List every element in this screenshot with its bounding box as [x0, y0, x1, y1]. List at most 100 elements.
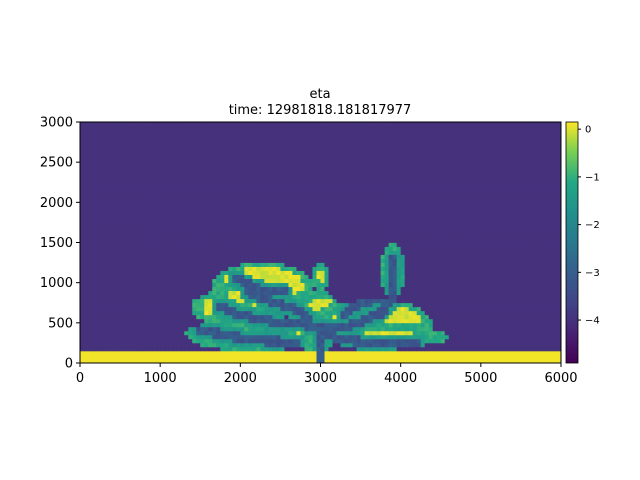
heatmap-cell — [412, 290, 418, 296]
heatmap-cell — [88, 294, 93, 300]
heatmap-cell — [484, 198, 490, 203]
heatmap-cell — [432, 318, 438, 324]
heatmap-cell — [140, 298, 145, 304]
heatmap-cell — [108, 242, 113, 247]
heatmap-cell — [120, 322, 125, 328]
heatmap-cell — [512, 278, 518, 284]
heatmap-cell — [196, 270, 201, 275]
heatmap-cell — [420, 294, 426, 300]
heatmap-cell — [512, 358, 518, 364]
heatmap-cell — [148, 318, 153, 324]
heatmap-cell — [204, 250, 209, 255]
heatmap-cell — [444, 302, 450, 308]
heatmap-cell — [428, 246, 434, 251]
heatmap-cell — [352, 198, 357, 203]
heatmap-cell — [400, 262, 406, 267]
heatmap-cell — [304, 242, 309, 247]
heatmap-cell — [248, 222, 253, 227]
heatmap-cell — [420, 262, 426, 267]
heatmap-cell — [476, 322, 482, 328]
heatmap-cell — [468, 254, 474, 259]
heatmap-cell — [252, 274, 257, 279]
heatmap-cell — [448, 242, 454, 247]
heatmap-cell — [144, 346, 149, 352]
heatmap-cell — [136, 286, 141, 292]
heatmap-cell — [456, 286, 462, 292]
heatmap-cell — [460, 262, 466, 267]
heatmap-cell — [468, 342, 474, 348]
heatmap-cell — [264, 270, 269, 275]
heatmap-cell — [280, 262, 285, 267]
heatmap-cell — [112, 298, 117, 304]
heatmap-cell — [336, 230, 341, 235]
heatmap-cell — [268, 310, 273, 316]
heatmap-cell — [248, 242, 253, 247]
heatmap-cell — [416, 350, 422, 356]
heatmap-cell — [144, 322, 149, 328]
heatmap-cell — [300, 330, 305, 336]
heatmap-cell — [320, 322, 325, 328]
heatmap-cell — [80, 218, 85, 223]
heatmap-cell — [396, 294, 402, 300]
heatmap-cell — [396, 346, 402, 352]
heatmap-cell — [368, 238, 373, 243]
heatmap-cell — [360, 222, 365, 227]
heatmap-cell — [456, 306, 462, 312]
heatmap-cell — [96, 226, 101, 231]
heatmap-cell — [316, 286, 321, 292]
heatmap-cell — [420, 242, 426, 247]
heatmap-cell — [464, 262, 470, 267]
heatmap-cell — [292, 318, 297, 324]
heatmap-cell — [552, 210, 558, 215]
heatmap-cell — [172, 310, 177, 316]
heatmap-cell — [376, 294, 381, 300]
heatmap-cell — [124, 330, 129, 336]
heatmap-cell — [552, 322, 558, 328]
heatmap-cell — [500, 298, 506, 304]
heatmap-cell — [208, 254, 213, 259]
heatmap-cell — [308, 294, 313, 300]
heatmap-cell — [340, 222, 345, 227]
heatmap-cell — [372, 230, 377, 235]
heatmap-cell — [172, 210, 177, 215]
heatmap-cell — [488, 314, 494, 320]
heatmap-cell — [536, 282, 542, 288]
heatmap-cell — [180, 294, 185, 300]
heatmap-cell — [380, 322, 385, 328]
heatmap-cell — [128, 230, 133, 235]
heatmap-cell — [160, 218, 165, 223]
heatmap-cell — [376, 206, 381, 211]
heatmap-cell — [424, 330, 430, 336]
heatmap-cell — [108, 258, 113, 263]
heatmap-cell — [364, 278, 369, 284]
heatmap-cell — [348, 330, 353, 336]
heatmap-cell — [272, 214, 277, 219]
heatmap-cell — [112, 334, 117, 340]
heatmap-cell — [320, 266, 325, 271]
heatmap-cell — [396, 358, 402, 364]
heatmap-cell — [372, 198, 377, 203]
heatmap-cell — [280, 206, 285, 211]
heatmap-cell — [148, 274, 153, 279]
heatmap-cell — [300, 294, 305, 300]
heatmap-cell — [492, 358, 498, 364]
heatmap-cell — [116, 262, 121, 267]
heatmap-cell — [536, 342, 542, 348]
heatmap-cell — [448, 266, 454, 271]
heatmap-cell — [524, 354, 530, 360]
heatmap-cell — [84, 330, 89, 336]
heatmap-cell — [376, 234, 381, 239]
heatmap-cell — [392, 258, 398, 263]
heatmap-cell — [92, 298, 97, 304]
heatmap-cell — [408, 222, 414, 227]
heatmap-cell — [392, 246, 398, 251]
heatmap-cell — [88, 250, 93, 255]
heatmap-cell — [104, 358, 109, 364]
heatmap-cell — [396, 198, 402, 203]
heatmap-cell — [116, 350, 121, 356]
heatmap-cell — [300, 242, 305, 247]
heatmap-cell — [472, 330, 478, 336]
heatmap-cell — [108, 294, 113, 300]
heatmap-cell — [380, 354, 385, 360]
heatmap-cell — [472, 338, 478, 344]
